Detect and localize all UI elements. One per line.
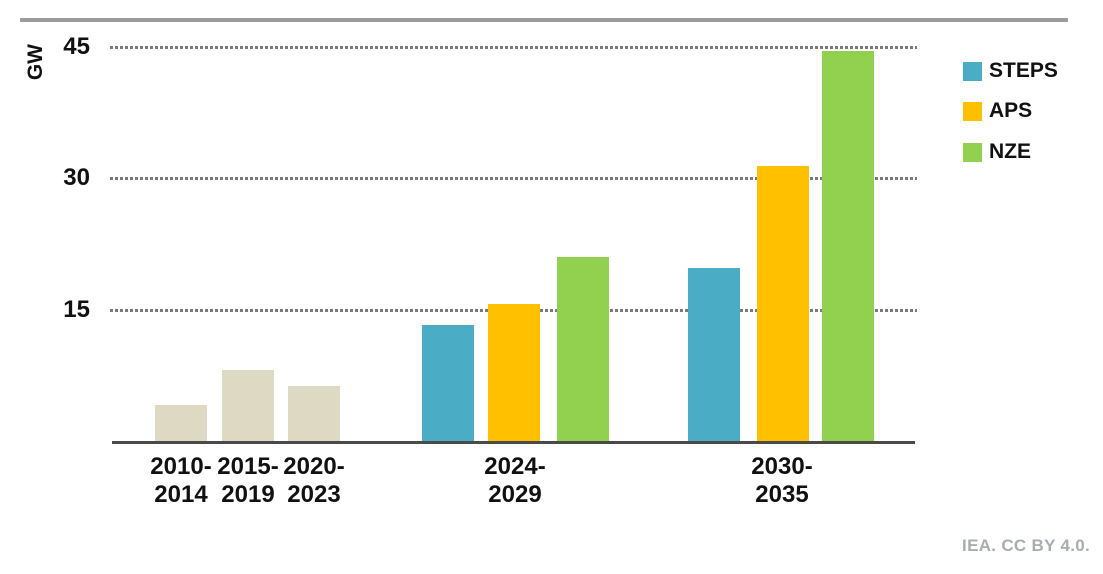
top-border-line — [20, 18, 1068, 22]
bar-steps-2030-2035 — [688, 268, 740, 441]
y-tick-label-45: 45 — [63, 33, 90, 60]
x-axis-line — [112, 441, 915, 444]
bar-aps-2030-2035 — [757, 166, 809, 441]
legend-label-steps: STEPS — [989, 59, 1058, 82]
x-tick-label-2010-2014: 2010- 2014 — [150, 453, 212, 508]
legend-swatch-nze — [963, 142, 982, 162]
bar-historical-2010-2014 — [155, 405, 207, 441]
legend-item-nze: NZE — [963, 140, 1031, 163]
legend-swatch-steps — [963, 61, 982, 81]
bar-steps-2024-2029 — [422, 325, 474, 441]
x-tick-label-2020-2023: 2020- 2023 — [283, 453, 345, 508]
x-tick-label-2024-2029: 2024- 2029 — [484, 453, 546, 508]
bar-nze-2024-2029 — [557, 257, 609, 441]
bar-historical-2020-2023 — [288, 386, 340, 441]
legend-label-nze: NZE — [989, 140, 1031, 163]
x-tick-label-2030-2035: 2030- 2035 — [751, 453, 813, 508]
attribution-text: IEA. CC BY 4.0. — [962, 536, 1090, 555]
legend-item-aps: APS — [963, 99, 1033, 122]
bar-historical-2015-2019 — [222, 370, 274, 441]
legend-label-aps: APS — [989, 99, 1033, 122]
gridline-30 — [110, 177, 917, 181]
gridline-45 — [110, 46, 917, 49]
legend-swatch-aps — [963, 101, 982, 121]
y-tick-label-15: 15 — [63, 295, 90, 323]
x-tick-label-2015-2019: 2015- 2019 — [217, 453, 279, 508]
legend-item-steps: STEPS — [963, 59, 1058, 82]
bar-nze-2030-2035 — [822, 51, 874, 441]
y-tick-label-30: 30 — [63, 164, 90, 192]
bar-aps-2024-2029 — [488, 304, 540, 441]
